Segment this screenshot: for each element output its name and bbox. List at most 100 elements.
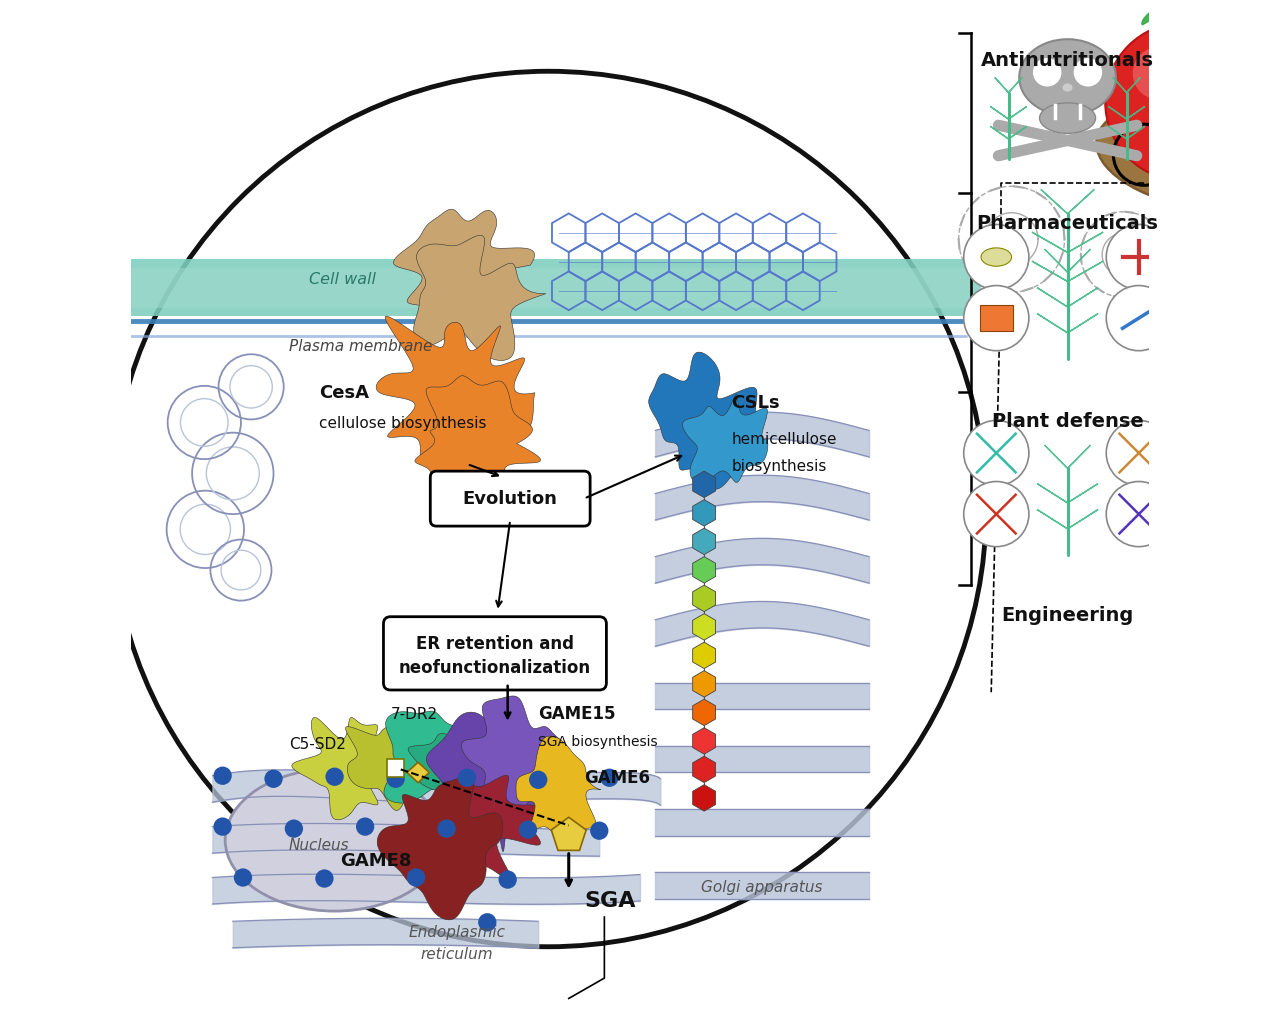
Polygon shape xyxy=(1068,189,1094,214)
Polygon shape xyxy=(1068,262,1103,282)
Ellipse shape xyxy=(1039,103,1096,133)
Polygon shape xyxy=(413,235,545,360)
Circle shape xyxy=(1219,137,1233,152)
Polygon shape xyxy=(991,126,1009,139)
FancyBboxPatch shape xyxy=(430,471,590,526)
Polygon shape xyxy=(426,713,554,855)
Text: biosynthesis: biosynthesis xyxy=(732,459,827,474)
Polygon shape xyxy=(1068,249,1091,272)
Polygon shape xyxy=(292,718,408,819)
Polygon shape xyxy=(378,776,503,920)
Polygon shape xyxy=(1032,262,1068,282)
Text: Evolution: Evolution xyxy=(463,490,558,508)
Circle shape xyxy=(356,817,374,836)
Polygon shape xyxy=(393,209,535,331)
Text: GAME8: GAME8 xyxy=(339,852,411,870)
Polygon shape xyxy=(1044,249,1068,272)
Text: cellulose biosynthesis: cellulose biosynthesis xyxy=(319,416,486,432)
Text: neofunctionalization: neofunctionalization xyxy=(399,659,591,677)
Polygon shape xyxy=(1068,445,1091,468)
Circle shape xyxy=(1105,22,1265,181)
Circle shape xyxy=(1170,139,1184,154)
Text: Engineering: Engineering xyxy=(1001,606,1134,625)
Ellipse shape xyxy=(1062,83,1073,92)
Polygon shape xyxy=(1126,126,1144,139)
Circle shape xyxy=(1137,154,1151,168)
Text: Nucleus: Nucleus xyxy=(289,838,349,853)
Text: Pharmaceuticals: Pharmaceuticals xyxy=(977,214,1158,233)
Text: GAME15: GAME15 xyxy=(538,704,616,723)
Circle shape xyxy=(964,482,1029,547)
Text: Golgi apparatus: Golgi apparatus xyxy=(701,880,823,895)
Polygon shape xyxy=(1183,0,1228,27)
Polygon shape xyxy=(995,77,1009,93)
Polygon shape xyxy=(1126,107,1144,119)
Text: GAME6: GAME6 xyxy=(584,769,650,787)
Bar xyxy=(115,268,980,307)
Circle shape xyxy=(438,819,456,838)
Circle shape xyxy=(458,769,476,787)
Circle shape xyxy=(325,768,344,786)
Polygon shape xyxy=(692,557,716,583)
Polygon shape xyxy=(1032,232,1068,252)
Text: SGA: SGA xyxy=(584,891,635,911)
Polygon shape xyxy=(649,352,767,490)
Polygon shape xyxy=(1108,107,1126,119)
Circle shape xyxy=(1106,286,1171,350)
Polygon shape xyxy=(1112,77,1126,93)
Ellipse shape xyxy=(980,247,1011,267)
Text: Cell wall: Cell wall xyxy=(310,272,376,287)
Circle shape xyxy=(407,868,425,887)
Polygon shape xyxy=(1108,126,1126,139)
Bar xyxy=(387,759,403,777)
Polygon shape xyxy=(1009,107,1027,119)
Polygon shape xyxy=(692,500,716,526)
Polygon shape xyxy=(376,317,535,474)
Circle shape xyxy=(265,770,283,788)
Circle shape xyxy=(964,286,1029,350)
Polygon shape xyxy=(692,585,716,612)
Circle shape xyxy=(964,420,1029,486)
Ellipse shape xyxy=(225,769,444,911)
Polygon shape xyxy=(692,471,716,498)
Circle shape xyxy=(479,913,497,931)
Polygon shape xyxy=(408,734,483,804)
Polygon shape xyxy=(407,762,429,783)
Polygon shape xyxy=(692,671,716,697)
Polygon shape xyxy=(1068,484,1098,503)
Polygon shape xyxy=(692,614,716,640)
Text: C5-SD2: C5-SD2 xyxy=(289,737,346,752)
Polygon shape xyxy=(692,785,716,811)
Circle shape xyxy=(214,767,232,785)
Circle shape xyxy=(1106,420,1171,486)
Polygon shape xyxy=(1037,288,1068,307)
Circle shape xyxy=(387,770,404,788)
Polygon shape xyxy=(462,696,582,816)
Polygon shape xyxy=(692,528,716,555)
Polygon shape xyxy=(1044,445,1068,468)
Polygon shape xyxy=(552,817,586,850)
Circle shape xyxy=(1133,47,1185,100)
Polygon shape xyxy=(692,699,716,726)
Polygon shape xyxy=(415,376,540,521)
Polygon shape xyxy=(991,107,1009,119)
Text: hemicellulose: hemicellulose xyxy=(732,432,837,447)
Circle shape xyxy=(1074,58,1102,87)
Ellipse shape xyxy=(1097,100,1280,210)
Polygon shape xyxy=(1068,232,1103,252)
Circle shape xyxy=(110,71,986,947)
Circle shape xyxy=(1106,225,1171,290)
Bar xyxy=(980,305,1012,332)
Polygon shape xyxy=(1068,510,1098,529)
Circle shape xyxy=(214,817,232,836)
Polygon shape xyxy=(1009,77,1023,93)
Polygon shape xyxy=(1126,77,1140,93)
Circle shape xyxy=(600,769,618,787)
Bar xyxy=(115,260,980,317)
Polygon shape xyxy=(1037,510,1068,529)
Text: Antinutritionals: Antinutritionals xyxy=(980,51,1155,70)
Polygon shape xyxy=(1068,288,1098,307)
Polygon shape xyxy=(1068,314,1098,333)
Text: SGA biosynthesis: SGA biosynthesis xyxy=(538,735,658,749)
Polygon shape xyxy=(692,642,716,669)
